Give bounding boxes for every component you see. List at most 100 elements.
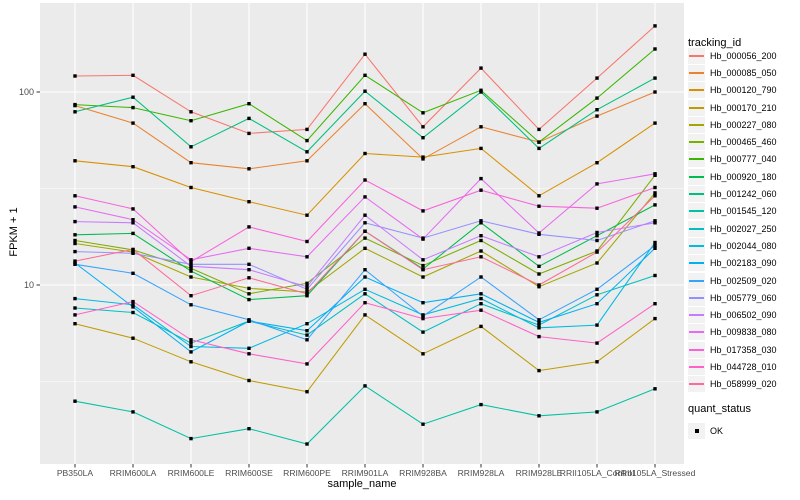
line-swatch-icon: [689, 54, 704, 57]
y-tick-label: 100: [19, 87, 34, 97]
data-point: [73, 194, 77, 198]
legend-item-label: Hb_000170_210: [710, 102, 777, 113]
data-point: [131, 410, 135, 414]
data-point: [305, 442, 309, 446]
data-point: [653, 24, 657, 28]
data-point: [595, 234, 599, 238]
legend-key: [688, 422, 705, 439]
data-point: [595, 360, 599, 364]
data-point: [363, 229, 367, 233]
legend-title-tracking-id: tracking_id: [688, 37, 742, 49]
legend-item-label: Hb_058999_020: [710, 379, 777, 390]
data-point: [247, 167, 251, 171]
data-point: [247, 268, 251, 272]
legend-item-label: Hb_000227_080: [710, 119, 777, 130]
data-point: [73, 233, 77, 237]
legend-key: [688, 307, 705, 324]
legend-item: Hb_058999_020: [688, 376, 777, 393]
legend-item: Hb_000170_210: [688, 99, 777, 116]
data-point: [421, 330, 425, 334]
data-point: [653, 203, 657, 207]
data-point: [189, 266, 193, 270]
data-point: [653, 302, 657, 306]
data-point: [305, 294, 309, 298]
line-swatch-icon: [689, 123, 704, 126]
data-point: [421, 422, 425, 426]
data-point: [421, 155, 425, 159]
data-point: [537, 368, 541, 373]
data-point: [421, 209, 425, 213]
data-point: [247, 102, 251, 106]
data-point: [421, 275, 425, 279]
legend-item: Hb_006502_090: [688, 306, 777, 324]
line-swatch-icon: [689, 244, 704, 247]
data-point: [653, 387, 657, 391]
data-point: [131, 207, 135, 211]
data-point: [363, 195, 367, 199]
legend-key: [688, 47, 705, 64]
data-point: [537, 323, 541, 327]
data-point: [595, 323, 599, 327]
data-point: [653, 194, 657, 198]
legend-item-label: Hb_001545_120: [710, 206, 777, 217]
data-point: [247, 292, 251, 296]
legend-items: Hb_000056_200 Hb_000085_050 Hb_000120_790 H…: [688, 47, 777, 393]
legend-key: [688, 82, 705, 99]
data-point: [537, 326, 541, 330]
data-point: [479, 255, 483, 259]
data-point: [73, 102, 77, 107]
data-point: [595, 206, 599, 210]
data-point: [131, 165, 135, 169]
data-point: [73, 159, 77, 163]
data-point: [653, 219, 657, 223]
data-point: [189, 350, 193, 354]
data-point: [595, 96, 599, 100]
data-point: [131, 105, 135, 110]
data-point: [247, 200, 251, 204]
line-swatch-icon: [689, 262, 704, 265]
data-point: [363, 89, 367, 93]
legend-item: Hb_000120_790: [688, 82, 777, 99]
line-swatch-icon: [689, 227, 704, 230]
line-swatch-icon: [689, 296, 704, 299]
line-swatch-icon: [689, 279, 704, 282]
data-point: [189, 119, 193, 123]
legend-key: [688, 341, 705, 358]
data-point: [421, 352, 425, 356]
legend-key: [688, 376, 705, 393]
data-point: [421, 263, 425, 268]
data-point: [595, 341, 599, 345]
x-tick-label: RRIM928LA: [458, 468, 505, 478]
data-point: [653, 90, 657, 94]
data-point: [189, 360, 193, 364]
data-point: [73, 219, 77, 224]
data-point: [537, 204, 541, 208]
data-point: [189, 303, 193, 307]
data-point: [131, 251, 135, 255]
x-tick-label: RRII105LA_Control: [560, 468, 635, 478]
data-point: [305, 287, 309, 291]
data-point: [131, 247, 135, 252]
data-point: [537, 231, 541, 235]
legend-item-label: Hb_002509_020: [710, 275, 777, 286]
data-point: [595, 250, 599, 254]
legend-key: [688, 151, 705, 168]
x-tick-label: RRIM600LE: [168, 468, 215, 478]
legend-item-label: Hb_006502_090: [710, 310, 777, 321]
data-point: [479, 90, 483, 94]
line-swatch-icon: [689, 175, 704, 178]
data-point: [305, 333, 309, 337]
data-point: [537, 414, 541, 418]
data-point: [595, 302, 599, 306]
line-swatch-icon: [689, 89, 704, 92]
data-point: [189, 262, 193, 266]
legend-item: Hb_001545_120: [688, 203, 777, 220]
data-point: [595, 114, 599, 118]
data-point: [131, 303, 135, 307]
legend-item-label: Hb_000465_460: [710, 137, 777, 148]
data-point: [305, 322, 309, 326]
data-point: [479, 125, 483, 129]
line-swatch-icon: [689, 383, 704, 386]
data-point: [305, 127, 309, 132]
data-point: [653, 240, 657, 245]
